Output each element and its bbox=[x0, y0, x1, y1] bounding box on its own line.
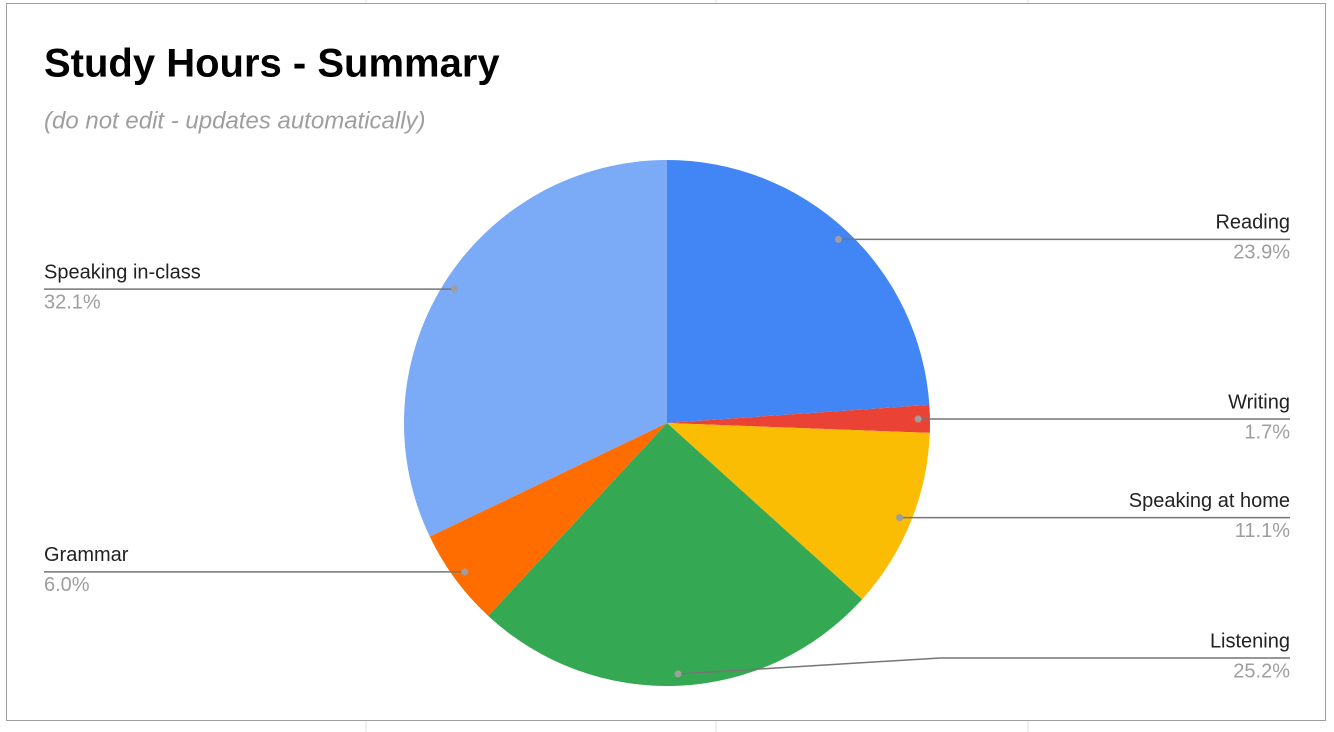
pie-slice bbox=[667, 404, 930, 433]
slice-label: Writing bbox=[1228, 391, 1290, 413]
slice-label: Grammar bbox=[44, 544, 129, 566]
pie-slice bbox=[667, 160, 930, 423]
pie-slice bbox=[667, 423, 930, 600]
pie-slice bbox=[488, 423, 863, 686]
slice-value-label: 32.1% bbox=[44, 291, 101, 313]
slice-label: Listening bbox=[1210, 630, 1290, 652]
slice-label: Reading bbox=[1215, 212, 1290, 234]
pie-slice bbox=[429, 423, 667, 616]
leader-line bbox=[677, 657, 1290, 675]
leader-dot bbox=[461, 568, 469, 576]
slice-value-label: 25.2% bbox=[1233, 660, 1290, 682]
slice-label: Speaking at home bbox=[1129, 490, 1290, 512]
leader-dot bbox=[674, 670, 682, 678]
leader-dot bbox=[451, 285, 459, 293]
slice-value-label: 23.9% bbox=[1233, 242, 1290, 264]
leader-dot bbox=[914, 415, 922, 423]
slice-value-label: 6.0% bbox=[44, 574, 90, 596]
chart-title: Study Hours - Summary bbox=[44, 42, 500, 86]
slice-value-label: 11.1% bbox=[1235, 520, 1290, 542]
leader-dot bbox=[896, 514, 904, 522]
pie-slice bbox=[404, 160, 667, 537]
slice-label: Speaking in-class bbox=[44, 261, 201, 283]
leader-dot bbox=[834, 235, 842, 243]
slice-value-label: 1.7% bbox=[1244, 421, 1290, 443]
chart-subtitle: (do not edit - updates automatically) bbox=[44, 107, 426, 134]
